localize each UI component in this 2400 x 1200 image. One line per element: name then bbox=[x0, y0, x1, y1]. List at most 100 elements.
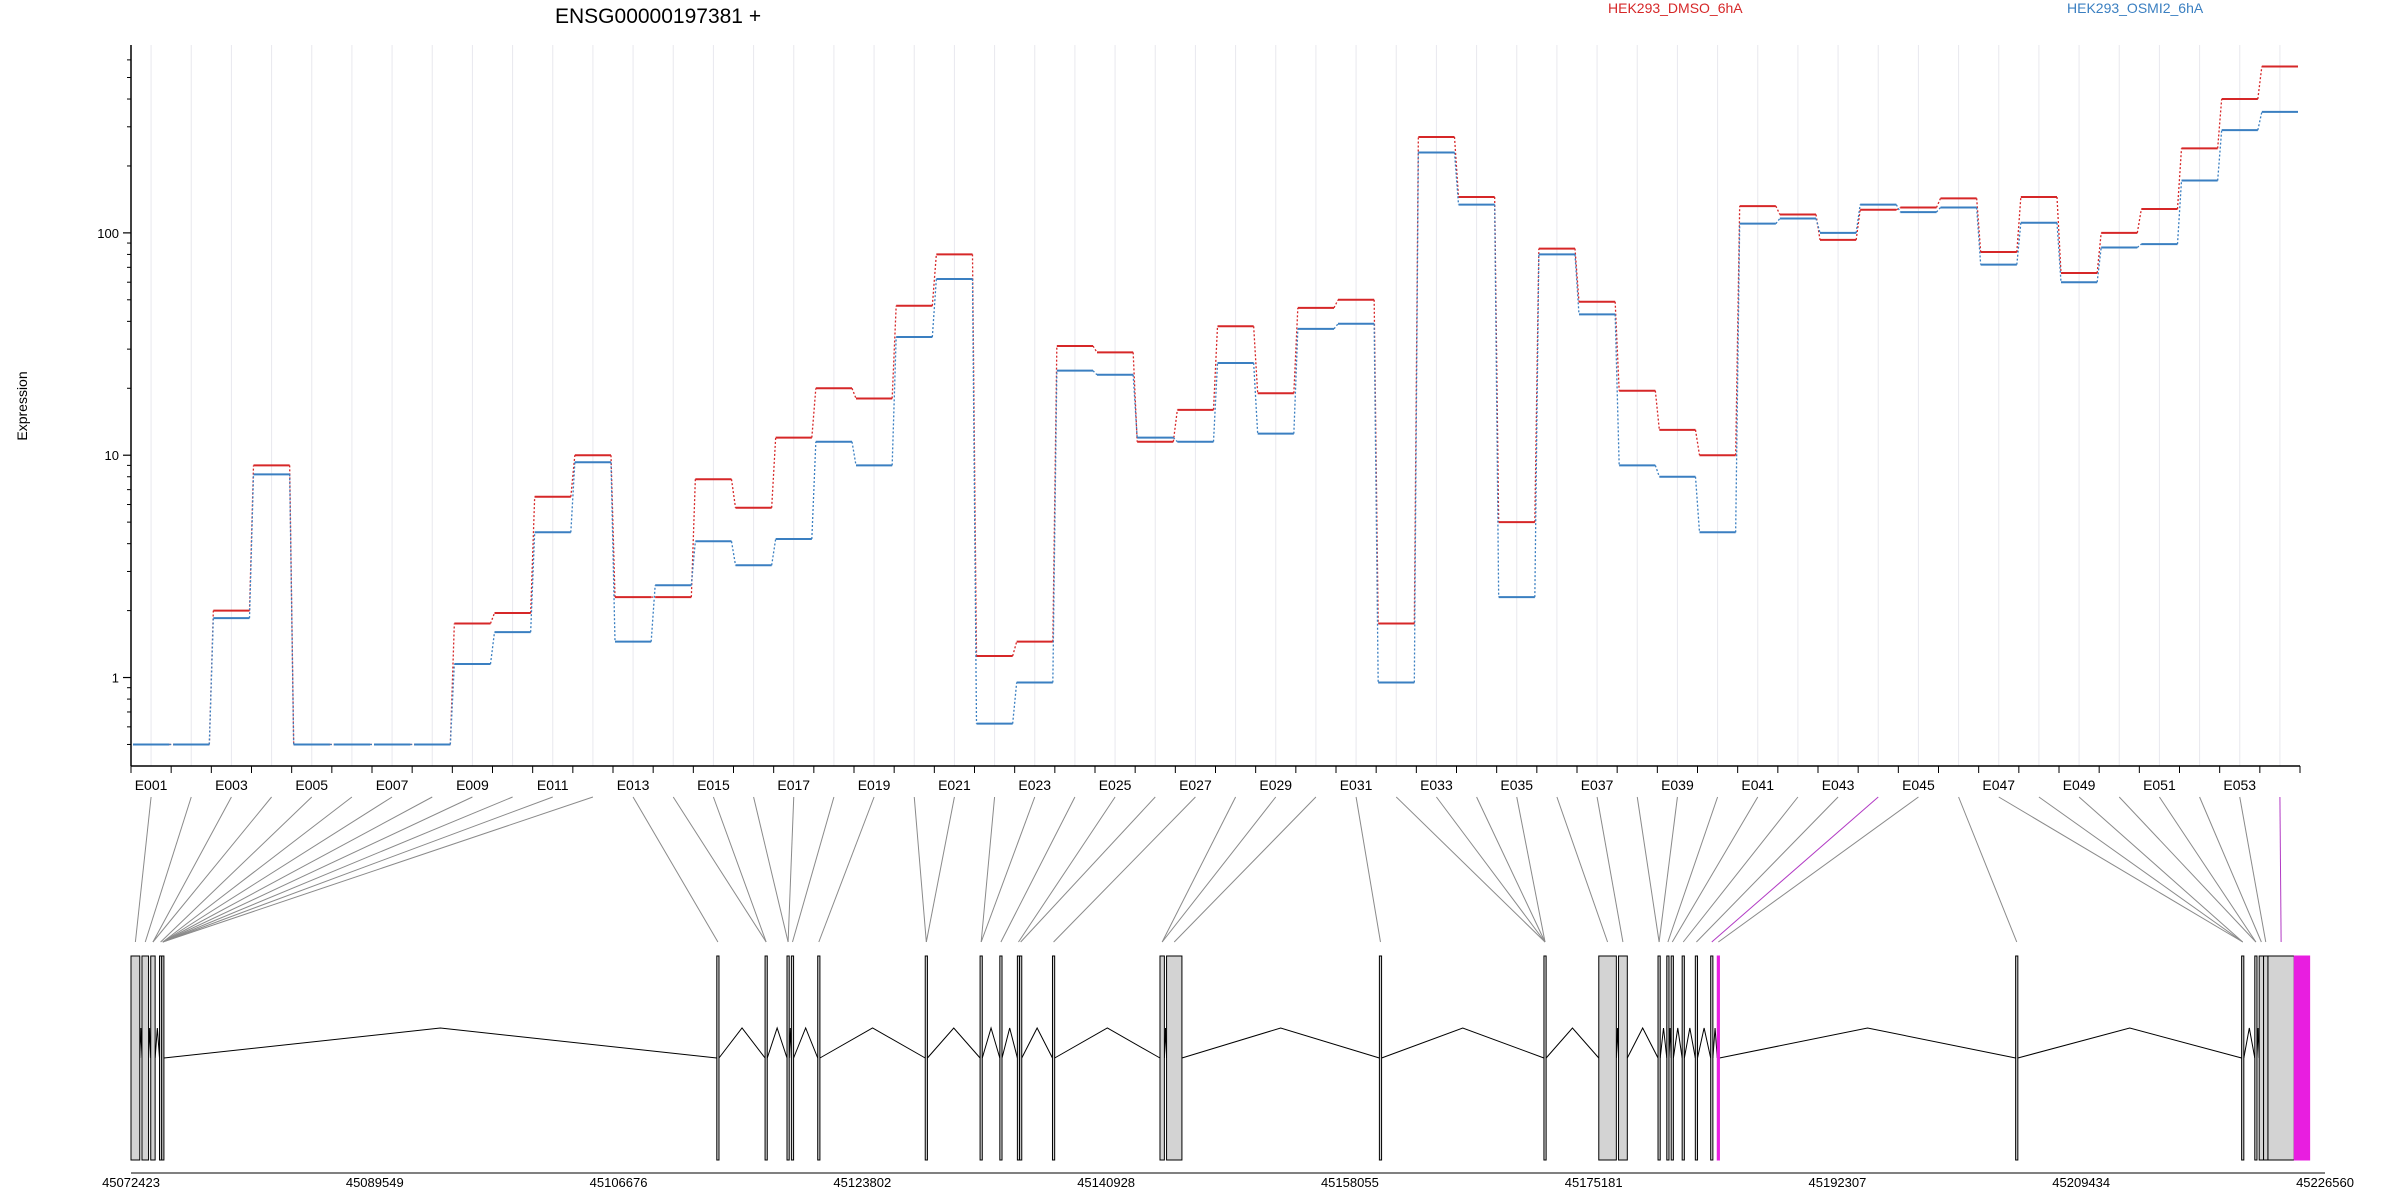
data-connector bbox=[2217, 130, 2223, 181]
data-connector bbox=[1092, 370, 1098, 376]
exon-label: E031 bbox=[1340, 777, 1373, 793]
exon-label: E047 bbox=[1982, 777, 2015, 793]
data-connector bbox=[2016, 196, 2022, 253]
exon-block bbox=[161, 955, 165, 1161]
exon-connector bbox=[818, 796, 875, 943]
exon-connector bbox=[134, 796, 152, 943]
exon-connector bbox=[980, 796, 1036, 943]
exon-block bbox=[1019, 955, 1023, 1161]
data-connector bbox=[1132, 352, 1138, 442]
data-connector bbox=[1614, 301, 1620, 391]
exon-label: E009 bbox=[456, 777, 489, 793]
data-connector bbox=[489, 632, 496, 665]
exon-block bbox=[1051, 955, 1056, 1161]
data-connector bbox=[1253, 326, 1259, 394]
exon-connector bbox=[1696, 796, 1839, 943]
exon-label: E025 bbox=[1099, 777, 1132, 793]
data-connector bbox=[1775, 205, 1781, 215]
exon-label: E045 bbox=[1902, 777, 1935, 793]
data-connector bbox=[730, 541, 737, 566]
exon-label: E051 bbox=[2143, 777, 2176, 793]
exon-connector bbox=[162, 796, 393, 943]
exon-connector bbox=[1658, 796, 1678, 943]
x-axis-exons: E001 E003 E005 E007 E009 E011 E013 E015 E017 E019… bbox=[130, 765, 2301, 793]
exon-block bbox=[764, 955, 768, 1161]
exon-label: E039 bbox=[1661, 777, 1694, 793]
data-connector bbox=[1735, 223, 1741, 533]
intron bbox=[981, 1026, 1001, 1059]
exon-label: E029 bbox=[1259, 777, 1292, 793]
coordinate-label: 45123802 bbox=[833, 1175, 891, 1190]
intron bbox=[163, 1027, 717, 1059]
data-connector bbox=[289, 474, 295, 745]
exon-block bbox=[1694, 955, 1699, 1161]
coordinate-label: 45106676 bbox=[590, 1175, 648, 1190]
exon-label: E037 bbox=[1581, 777, 1614, 793]
exon-label: E033 bbox=[1420, 777, 1453, 793]
intron bbox=[819, 1027, 926, 1059]
exon-connector bbox=[152, 796, 232, 943]
exon-connector bbox=[1161, 796, 1277, 943]
intron bbox=[1712, 1027, 1718, 1059]
chart-title: ENSG00000197381 + bbox=[555, 5, 761, 28]
data-connector bbox=[1212, 362, 1219, 442]
y-tick-label: 1 bbox=[112, 671, 119, 686]
data-connector bbox=[1775, 218, 1781, 225]
data-connector bbox=[208, 618, 214, 745]
exon-block bbox=[150, 955, 156, 1161]
data-connector bbox=[2217, 98, 2223, 149]
data-connector bbox=[1534, 248, 1540, 523]
data-connector bbox=[1293, 328, 1299, 434]
exon-block bbox=[1598, 955, 1617, 1161]
exon-connector bbox=[1395, 796, 1546, 943]
intron bbox=[1683, 1027, 1696, 1059]
data-connector bbox=[1694, 429, 1701, 456]
exon-connector bbox=[792, 796, 835, 943]
exon-block bbox=[1710, 955, 1714, 1161]
exon-block bbox=[2015, 955, 2019, 1161]
intron bbox=[718, 1027, 766, 1059]
exon-connector bbox=[2118, 796, 2257, 943]
exon-block bbox=[2293, 955, 2311, 1161]
y-tick-label: 100 bbox=[97, 226, 119, 241]
data-connector bbox=[1012, 682, 1018, 724]
data-connector bbox=[2257, 111, 2263, 131]
intron bbox=[793, 1026, 819, 1059]
grid-layer bbox=[150, 45, 2281, 766]
exon-block bbox=[2254, 955, 2258, 1161]
intron bbox=[1672, 1027, 1683, 1059]
coordinate-label: 45226560 bbox=[2296, 1175, 2354, 1190]
data-connector bbox=[971, 279, 978, 724]
data-connector bbox=[1494, 204, 1500, 598]
coordinate-label: 45158055 bbox=[1321, 1175, 1379, 1190]
data-connector bbox=[1132, 374, 1138, 438]
exon-label: E017 bbox=[777, 777, 810, 793]
data-connector bbox=[2176, 180, 2183, 245]
data-connector bbox=[931, 254, 937, 306]
exon-connector bbox=[632, 796, 719, 943]
data-connector bbox=[289, 465, 295, 745]
exon-label: E013 bbox=[617, 777, 650, 793]
intron bbox=[2017, 1027, 2242, 1059]
exon-connector bbox=[753, 796, 789, 943]
data-connector bbox=[2056, 196, 2062, 274]
exon-block bbox=[1716, 955, 1720, 1161]
exon-block bbox=[979, 955, 983, 1161]
exon-connector bbox=[1476, 796, 1546, 943]
data-connector bbox=[1453, 152, 1460, 205]
exon-connector bbox=[162, 796, 594, 943]
data-connector bbox=[2257, 66, 2263, 100]
connector-layer bbox=[134, 796, 2282, 943]
exon-label: E023 bbox=[1018, 777, 1051, 793]
exon-connector bbox=[162, 796, 433, 943]
intron bbox=[154, 1027, 161, 1059]
intron bbox=[1659, 1027, 1668, 1059]
data-connector bbox=[1895, 204, 1901, 213]
data-connector bbox=[891, 337, 897, 466]
coordinate-label: 45192307 bbox=[1809, 1175, 1867, 1190]
exon-connector bbox=[144, 796, 192, 943]
legend-series-2: HEK293_OSMI2_6hA bbox=[2067, 0, 2204, 16]
exon-connector bbox=[2038, 796, 2244, 943]
data-connector bbox=[1172, 437, 1178, 443]
